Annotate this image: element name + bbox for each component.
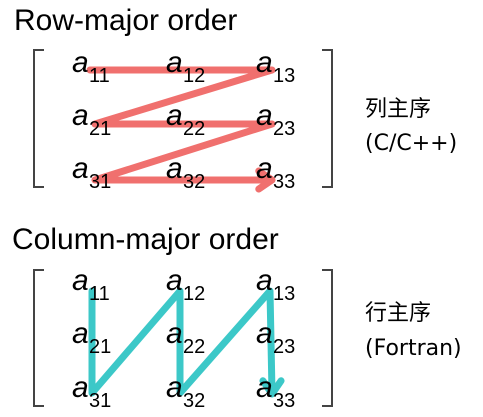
column-major-element-33: a 33 bbox=[256, 371, 295, 412]
column-major-element-23: a 23 bbox=[256, 317, 295, 358]
element-subscript: 22 bbox=[183, 118, 205, 140]
element-letter: a bbox=[72, 371, 89, 404]
element-letter: a bbox=[166, 317, 183, 350]
element-letter: a bbox=[166, 371, 183, 404]
element-letter: a bbox=[72, 152, 89, 185]
element-subscript: 31 bbox=[89, 390, 111, 412]
element-subscript: 22 bbox=[183, 336, 205, 358]
column-major-matrix-elements: a 11 a 12 a 13a 21 a 22 a 23a 31 a 32 a 33 bbox=[72, 264, 295, 412]
element-subscript: 11 bbox=[89, 283, 110, 305]
column-major-element-31: a 31 bbox=[72, 371, 111, 412]
element-subscript: 13 bbox=[273, 65, 295, 87]
element-subscript: 13 bbox=[273, 283, 295, 305]
row-major-element-21: a 21 bbox=[72, 99, 111, 140]
row-major-label-language: (C/C++) bbox=[365, 131, 457, 156]
row-major-element-13: a 13 bbox=[256, 46, 295, 87]
element-subscript: 21 bbox=[89, 336, 111, 358]
element-subscript: 21 bbox=[89, 118, 111, 140]
row-major-arrowhead bbox=[255, 167, 276, 193]
row-major-element-12: a 12 bbox=[166, 46, 205, 87]
column-major-section: Column-major order a 11 a 12 a 13a 21 a 22 a 23a 31… bbox=[12, 223, 462, 412]
element-letter: a bbox=[256, 46, 273, 79]
row-major-label-chinese: 列主序 bbox=[365, 97, 431, 122]
element-subscript: 12 bbox=[183, 65, 205, 87]
element-letter: a bbox=[256, 317, 273, 350]
element-subscript: 23 bbox=[273, 118, 295, 140]
column-major-label-chinese: 行主序 bbox=[365, 301, 431, 326]
row-major-path-line bbox=[86, 66, 276, 184]
row-major-element-23: a 23 bbox=[256, 99, 295, 140]
column-major-right-bracket bbox=[322, 269, 333, 407]
element-letter: a bbox=[166, 46, 183, 79]
element-letter: a bbox=[256, 152, 273, 185]
column-major-element-22: a 22 bbox=[166, 317, 205, 358]
element-letter: a bbox=[166, 152, 183, 185]
column-major-element-21: a 21 bbox=[72, 317, 111, 358]
element-letter: a bbox=[256, 264, 273, 297]
element-letter: a bbox=[72, 99, 89, 132]
element-letter: a bbox=[72, 317, 89, 350]
element-subscript: 31 bbox=[89, 171, 111, 193]
column-major-traversal-path bbox=[88, 287, 285, 398]
row-major-traversal-path bbox=[86, 66, 276, 193]
column-major-left-bracket bbox=[33, 269, 44, 407]
column-major-title: Column-major order bbox=[12, 223, 279, 256]
row-major-element-31: a 31 bbox=[72, 152, 111, 193]
column-major-element-13: a 13 bbox=[256, 264, 295, 305]
column-major-element-32: a 32 bbox=[166, 371, 205, 412]
row-major-section: Row-major order a 11 a 12 a 13a 21 a 22 a 23a 31 a 32… bbox=[14, 4, 457, 193]
element-subscript: 11 bbox=[89, 65, 110, 87]
element-subscript: 23 bbox=[273, 336, 295, 358]
column-major-element-12: a 12 bbox=[166, 264, 205, 305]
element-subscript: 32 bbox=[183, 390, 205, 412]
element-letter: a bbox=[166, 264, 183, 297]
element-subscript: 32 bbox=[183, 171, 205, 193]
column-major-element-11: a 11 bbox=[72, 264, 110, 305]
element-letter: a bbox=[256, 371, 273, 404]
column-major-label-language: (Fortran) bbox=[365, 336, 462, 361]
row-major-left-bracket bbox=[33, 49, 44, 188]
column-major-path-line bbox=[88, 287, 276, 397]
element-subscript: 33 bbox=[273, 390, 295, 412]
row-major-right-bracket bbox=[322, 49, 333, 188]
row-major-element-22: a 22 bbox=[166, 99, 205, 140]
element-subscript: 33 bbox=[273, 171, 295, 193]
column-major-arrowhead bbox=[259, 377, 285, 398]
element-letter: a bbox=[166, 99, 183, 132]
row-major-element-11: a 11 bbox=[72, 46, 110, 87]
row-major-element-32: a 32 bbox=[166, 152, 205, 193]
element-letter: a bbox=[256, 99, 273, 132]
row-major-title: Row-major order bbox=[14, 4, 237, 37]
element-letter: a bbox=[72, 264, 89, 297]
row-major-matrix-elements: a 11 a 12 a 13a 21 a 22 a 23a 31 a 32 a 33 bbox=[72, 46, 295, 193]
element-subscript: 12 bbox=[183, 283, 205, 305]
element-letter: a bbox=[72, 46, 89, 79]
row-major-element-33: a 33 bbox=[256, 152, 295, 193]
